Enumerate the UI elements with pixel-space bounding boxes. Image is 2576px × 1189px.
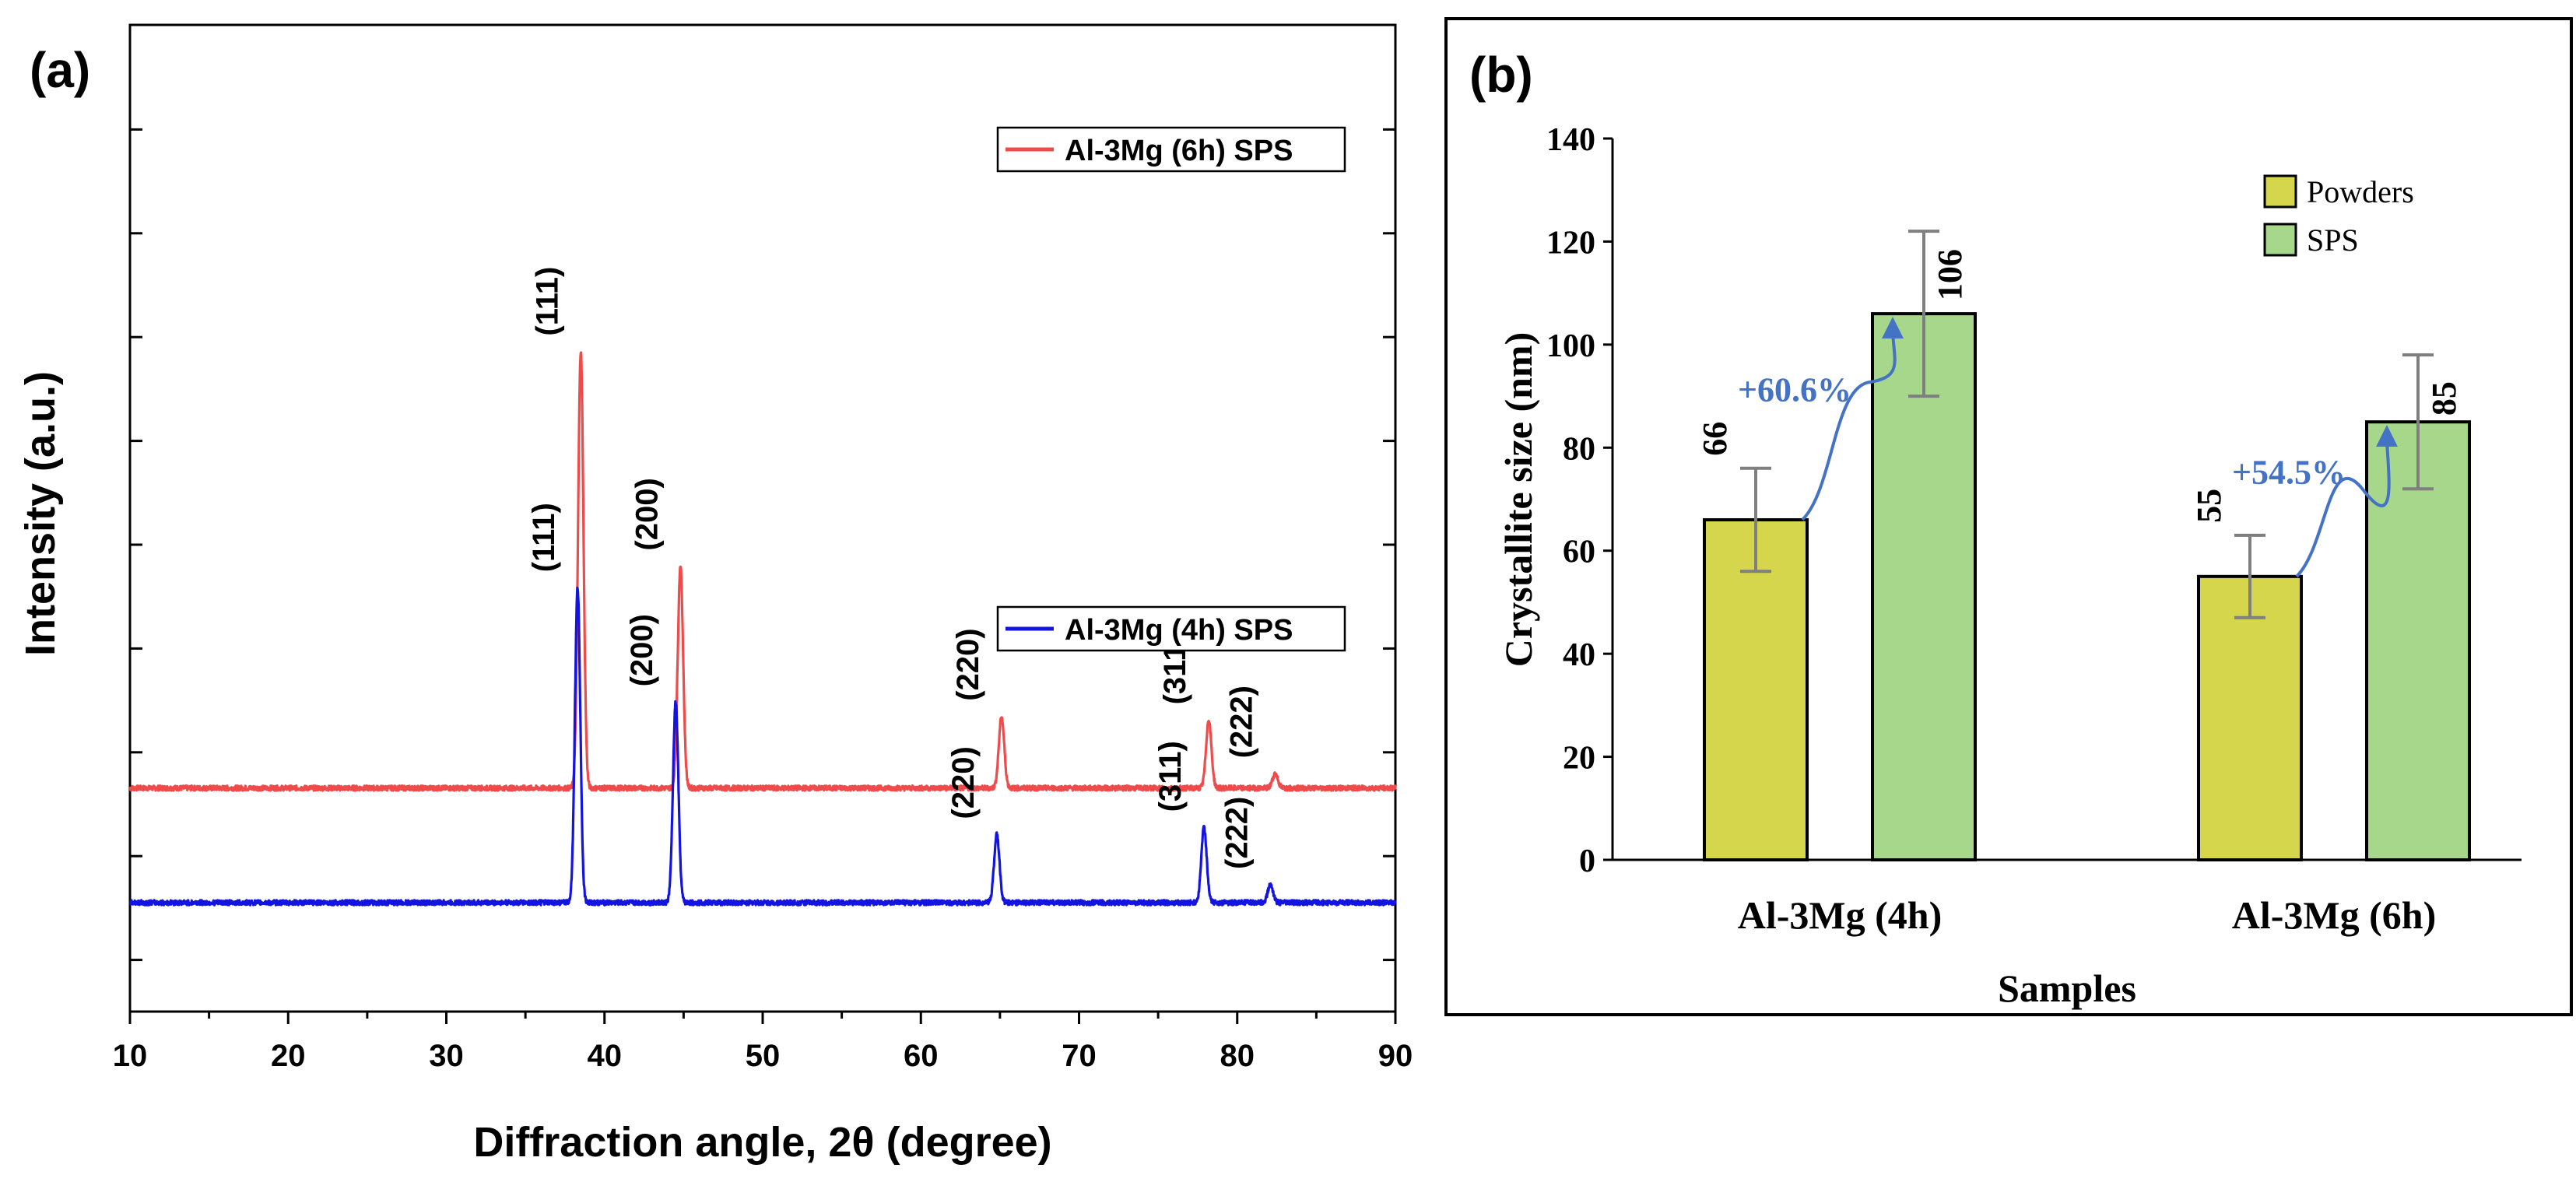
- bar-value-label: 106: [1931, 249, 1969, 300]
- error-bar: [2234, 533, 2265, 619]
- peak-label: (220): [951, 628, 985, 700]
- panel-b-label: (b): [1469, 47, 1533, 103]
- xrd-legends: Al-3Mg (6h) SPS Al-3Mg (4h) SPS: [996, 126, 1346, 652]
- x-tick-label: 60: [904, 1039, 939, 1073]
- crystallite-y-ticks: 0 20 40 60 80 100 120 140: [1546, 122, 1613, 879]
- legend-sps-6h: Al-3Mg (6h) SPS: [996, 126, 1346, 173]
- increase-arrow: [1801, 317, 1904, 521]
- category-label: Al-3Mg (6h): [2232, 893, 2436, 937]
- xrd-peak-labels: (111) (200) (220) (311) (222) (111) (200) (220)…: [527, 267, 1258, 869]
- increase-arrow: [2295, 425, 2399, 578]
- bar-value-label: 66: [1696, 422, 1734, 456]
- legend-item-sps: SPS: [2263, 223, 2359, 258]
- crystallite-y-axis-label: Crystallite size (nm): [1497, 332, 1540, 667]
- xrd-line-sps-4h: [128, 586, 1397, 907]
- error-bar: [1740, 466, 1771, 573]
- y-tick-label: 20: [1563, 741, 1595, 777]
- crystallite-error-bars: [1740, 230, 2434, 619]
- legend-box: [996, 126, 1346, 173]
- legend-item-powders: Powders: [2263, 174, 2414, 209]
- panel-a-label: (a): [30, 42, 90, 98]
- error-bar: [1908, 230, 1939, 398]
- x-tick-label: 50: [746, 1039, 781, 1073]
- crystallite-increase-arrows: +60.6% +54.5%: [1738, 317, 2399, 578]
- crystallite-bars: [1703, 312, 2471, 861]
- crystallite-category-labels: Al-3Mg (4h) Al-3Mg (6h): [1738, 893, 2436, 937]
- legend-box: [996, 605, 1346, 652]
- y-tick-label: 120: [1546, 225, 1595, 261]
- y-tick-label: 140: [1546, 122, 1595, 158]
- increase-percent-label: +54.5%: [2232, 454, 2346, 492]
- peak-label: (200): [630, 478, 664, 550]
- xrd-x-axis-label: Diffraction angle, 2θ (degree): [473, 1119, 1051, 1166]
- xrd-y-axis-label: Intensity (a.u.): [17, 371, 64, 656]
- bar-sps-4h: [1871, 312, 1977, 861]
- peak-label: (311): [1153, 741, 1188, 812]
- category-label: Al-3Mg (4h): [1738, 893, 1942, 937]
- xrd-axis-ticks: [128, 128, 1397, 1024]
- error-bar: [2402, 353, 2434, 491]
- y-tick-label: 100: [1546, 328, 1595, 364]
- x-tick-label: 30: [429, 1039, 464, 1073]
- bar-powders-6h: [2197, 574, 2303, 861]
- x-tick-label: 40: [588, 1039, 623, 1073]
- legend-swatch: [2263, 174, 2297, 209]
- peak-label: (222): [1220, 797, 1254, 869]
- crystallite-x-axis-label: Samples: [1998, 966, 2136, 1010]
- peak-label: (220): [946, 746, 981, 819]
- xrd-spectra: [128, 351, 1397, 907]
- y-tick-label: 80: [1563, 431, 1595, 467]
- peak-label: (111): [530, 267, 564, 336]
- legend-swatch: [2263, 223, 2297, 257]
- crystallite-value-labels: 66 106 55 85: [1696, 249, 2463, 523]
- legend-label: SPS: [2307, 223, 2359, 258]
- peak-label: (111): [527, 503, 561, 572]
- increase-percent-label: +60.6%: [1738, 371, 1851, 409]
- y-tick-label: 60: [1563, 535, 1595, 570]
- xrd-x-tick-labels: 10 20 30 40 50 60 70 80 90: [113, 1039, 1413, 1073]
- xrd-line-sps-6h: [128, 351, 1397, 792]
- peak-label: (200): [625, 614, 659, 686]
- y-tick-label: 0: [1579, 844, 1595, 879]
- y-tick-label: 40: [1563, 637, 1595, 673]
- bar-value-label: 55: [2190, 489, 2228, 523]
- x-tick-label: 20: [271, 1039, 306, 1073]
- xrd-panel: (a) 10 20 30 40 50 60 70 80 90 (111) (200) (220) (3…: [17, 23, 1413, 1166]
- peak-label: (222): [1225, 686, 1259, 758]
- legend-sps-4h: Al-3Mg (4h) SPS: [996, 605, 1346, 652]
- bar-value-label: 85: [2425, 381, 2463, 416]
- bar-powders-4h: [1703, 517, 1809, 861]
- x-tick-label: 80: [1220, 1039, 1255, 1073]
- legend-label: Powders: [2307, 174, 2414, 209]
- legend-label: Al-3Mg (4h) SPS: [1065, 614, 1293, 647]
- legend-label: Al-3Mg (6h) SPS: [1065, 135, 1293, 167]
- xrd-plot-frame: [128, 23, 1397, 1013]
- x-tick-label: 70: [1062, 1039, 1097, 1073]
- x-tick-label: 90: [1378, 1039, 1413, 1073]
- crystallite-legend: Powders SPS: [2263, 174, 2414, 258]
- x-tick-label: 10: [113, 1039, 148, 1073]
